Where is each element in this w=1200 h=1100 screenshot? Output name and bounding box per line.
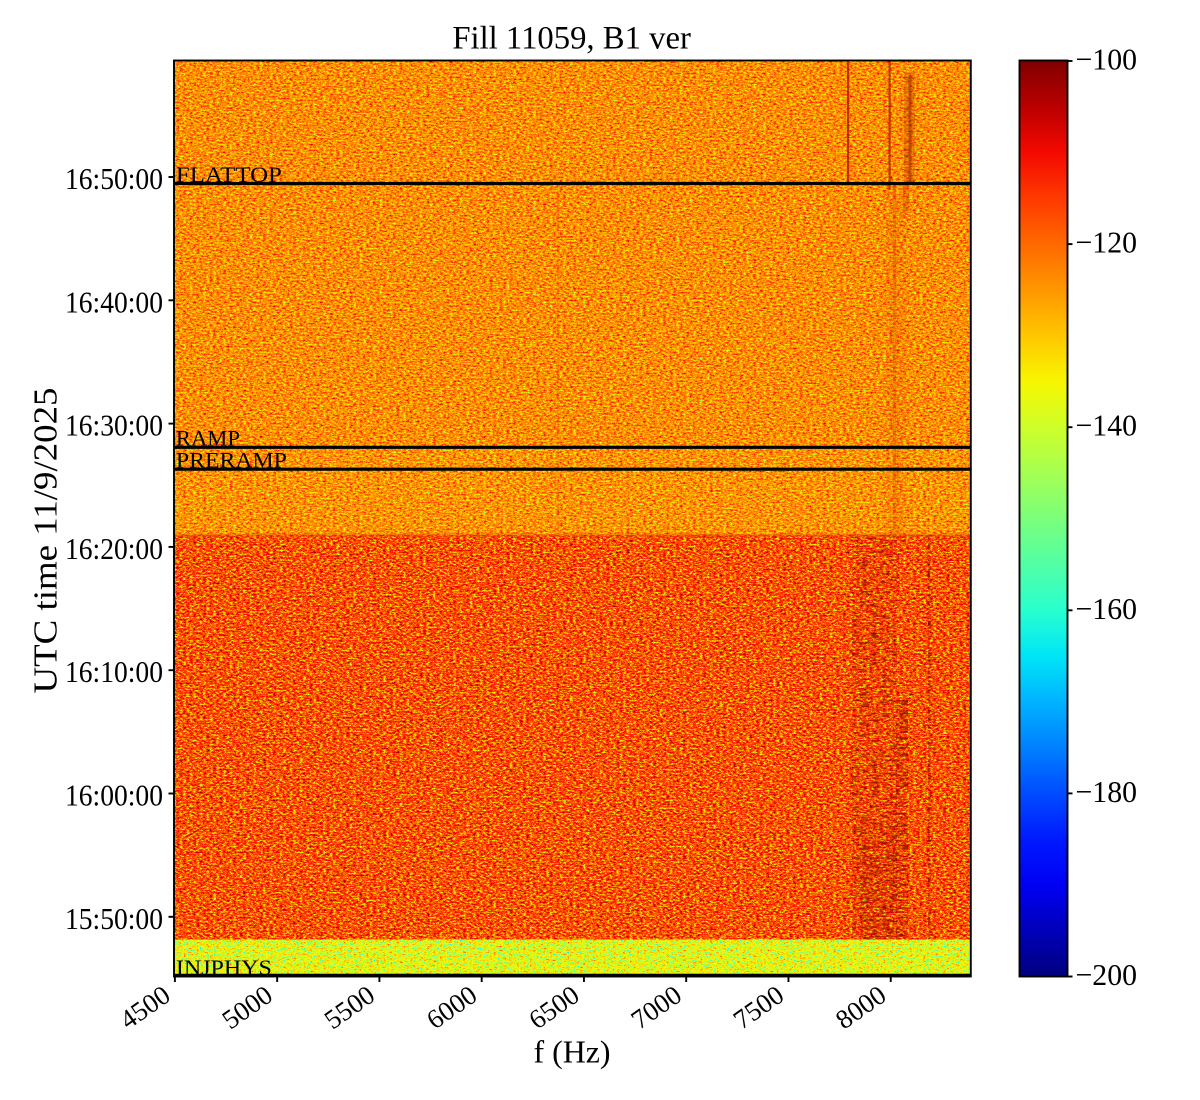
- svg-text:16:40:00: 16:40:00: [65, 285, 163, 319]
- svg-text:16:00:00: 16:00:00: [65, 779, 163, 813]
- svg-text:PRERAMP: PRERAMP: [176, 448, 287, 473]
- svg-text:16:30:00: 16:30:00: [65, 409, 163, 443]
- svg-text:RAMP: RAMP: [176, 426, 240, 451]
- svg-text:16:10:00: 16:10:00: [65, 655, 163, 689]
- svg-text:INJPHYS: INJPHYS: [176, 955, 272, 980]
- svg-text:−200: −200: [1076, 958, 1138, 992]
- svg-text:Fill 11059, B1 ver: Fill 11059, B1 ver: [452, 21, 691, 57]
- svg-text:−140: −140: [1076, 409, 1138, 443]
- svg-text:f (Hz): f (Hz): [534, 1034, 611, 1070]
- svg-text:−120: −120: [1076, 226, 1138, 260]
- svg-text:−180: −180: [1076, 775, 1138, 809]
- svg-text:FLATTOP: FLATTOP: [176, 162, 282, 187]
- svg-text:16:20:00: 16:20:00: [65, 532, 163, 566]
- svg-text:16:50:00: 16:50:00: [65, 162, 163, 196]
- svg-text:UTC time 11/9/2025: UTC time 11/9/2025: [28, 388, 65, 694]
- svg-text:15:50:00: 15:50:00: [65, 902, 163, 936]
- svg-text:−160: −160: [1076, 592, 1138, 626]
- svg-text:−100: −100: [1076, 43, 1138, 77]
